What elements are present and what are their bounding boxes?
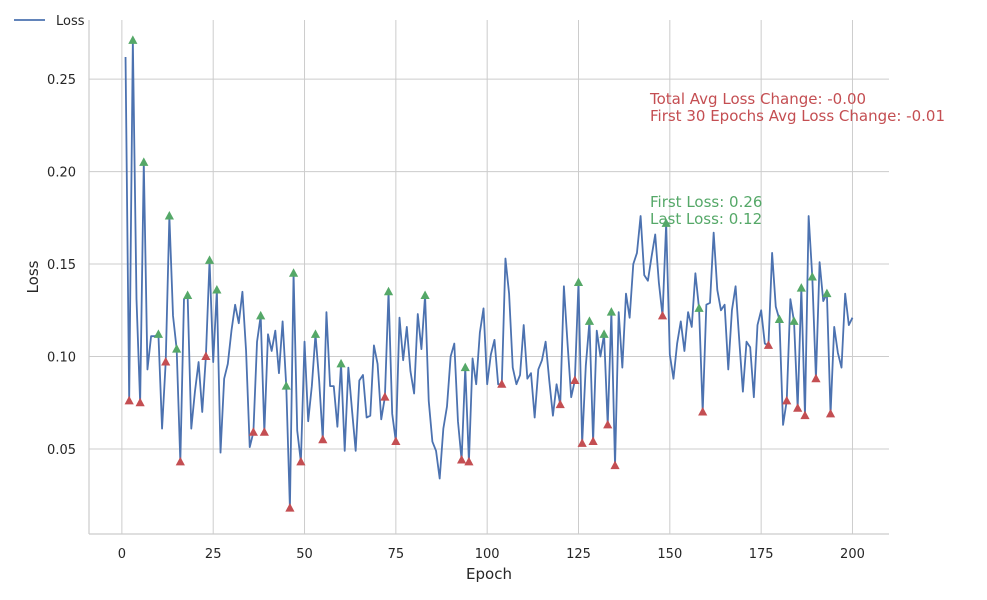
trough-marker — [800, 410, 810, 420]
y-tick-label: 0.05 — [47, 443, 76, 458]
trough-marker — [793, 403, 803, 412]
x-tick-label: 75 — [388, 547, 405, 562]
trough-marker — [248, 427, 258, 436]
trough-marker — [555, 399, 565, 409]
x-tick-label: 125 — [566, 547, 591, 562]
peak-marker — [606, 307, 616, 316]
y-tick-label: 0.10 — [47, 351, 76, 366]
trough-marker — [175, 456, 185, 466]
trough-marker — [259, 427, 269, 436]
x-tick-label: 100 — [475, 547, 500, 562]
trough-marker — [285, 503, 295, 512]
peak-marker — [288, 268, 299, 277]
x-tick-label: 25 — [205, 547, 222, 562]
y-tick-labels: 0.05 0.10 0.15 0.20 0.25 — [47, 73, 76, 458]
peak-marker — [204, 255, 215, 264]
peak-marker — [460, 362, 470, 372]
first-last-annotation: First Loss: 0.26 Last Loss: 0.12 — [650, 193, 762, 228]
peak-marker — [164, 210, 174, 220]
x-tick-label: 175 — [749, 547, 774, 562]
trough-marker — [124, 395, 134, 405]
peak-marker — [694, 303, 704, 312]
first-loss-text: First Loss: 0.26 — [650, 193, 762, 211]
peak-marker — [212, 284, 222, 294]
x-tick-labels: 0 25 50 75 100 125 150 175 200 — [118, 547, 865, 562]
peak-marker — [420, 290, 430, 299]
trough-marker — [657, 310, 668, 320]
x-tick-label: 150 — [657, 547, 682, 562]
peak-marker — [153, 329, 164, 338]
peak-marker — [796, 283, 806, 292]
trough-marker — [610, 460, 620, 470]
trough-marker — [698, 406, 708, 416]
trough-marker — [457, 455, 467, 464]
trough-marker — [811, 373, 821, 383]
trough-marker — [603, 419, 613, 429]
y-tick-label: 0.15 — [47, 258, 76, 273]
peak-marker — [822, 288, 832, 298]
grid-lines — [89, 20, 889, 534]
y-tick-label: 0.20 — [47, 166, 76, 181]
loss-series-line — [124, 39, 854, 510]
x-tick-label: 50 — [296, 547, 313, 562]
marker-layer — [124, 35, 836, 512]
peak-marker — [807, 272, 817, 281]
peak-marker — [774, 314, 785, 324]
axes — [88, 20, 889, 535]
trough-marker — [380, 392, 390, 401]
trough-marker — [570, 375, 580, 385]
x-axis-label: Epoch — [466, 565, 512, 583]
peak-marker — [172, 344, 182, 353]
trough-marker — [577, 438, 587, 447]
x-tick-label: 0 — [118, 547, 126, 562]
first-30-avg-loss-change-text: First 30 Epochs Avg Loss Change: -0.01 — [650, 107, 945, 125]
trough-marker — [763, 340, 774, 349]
last-loss-text: Last Loss: 0.12 — [650, 210, 762, 228]
trough-marker — [391, 436, 401, 446]
peak-marker — [183, 290, 193, 299]
loss-change-annotation: Total Avg Loss Change: -0.00 First 30 Ep… — [649, 90, 945, 125]
trough-marker — [464, 456, 474, 466]
y-tick-label: 0.25 — [47, 73, 76, 88]
trough-marker — [135, 397, 145, 407]
peak-marker — [310, 329, 321, 338]
x-tick-label: 200 — [840, 547, 865, 562]
trough-marker — [201, 351, 211, 360]
legend-label-loss: Loss — [56, 14, 85, 29]
legend: Loss — [14, 14, 85, 29]
peak-marker — [573, 277, 584, 287]
trough-marker — [825, 408, 836, 418]
peak-marker — [599, 329, 609, 338]
peak-marker — [281, 381, 291, 390]
peak-marker — [661, 218, 671, 227]
trough-marker — [782, 395, 792, 405]
series-layer — [124, 39, 854, 510]
trough-marker — [318, 434, 328, 444]
peak-marker — [128, 35, 138, 44]
trough-marker — [296, 456, 306, 466]
peak-marker — [584, 316, 595, 325]
total-avg-loss-change-text: Total Avg Loss Change: -0.00 — [649, 90, 866, 108]
peak-marker — [336, 358, 346, 368]
peak-marker — [256, 310, 266, 320]
peak-marker — [383, 286, 394, 296]
trough-marker — [497, 379, 507, 388]
trough-marker — [161, 357, 171, 366]
peak-marker — [789, 316, 799, 325]
y-axis-label: Loss — [24, 260, 42, 293]
peak-marker — [139, 157, 149, 166]
trough-marker — [588, 436, 598, 446]
